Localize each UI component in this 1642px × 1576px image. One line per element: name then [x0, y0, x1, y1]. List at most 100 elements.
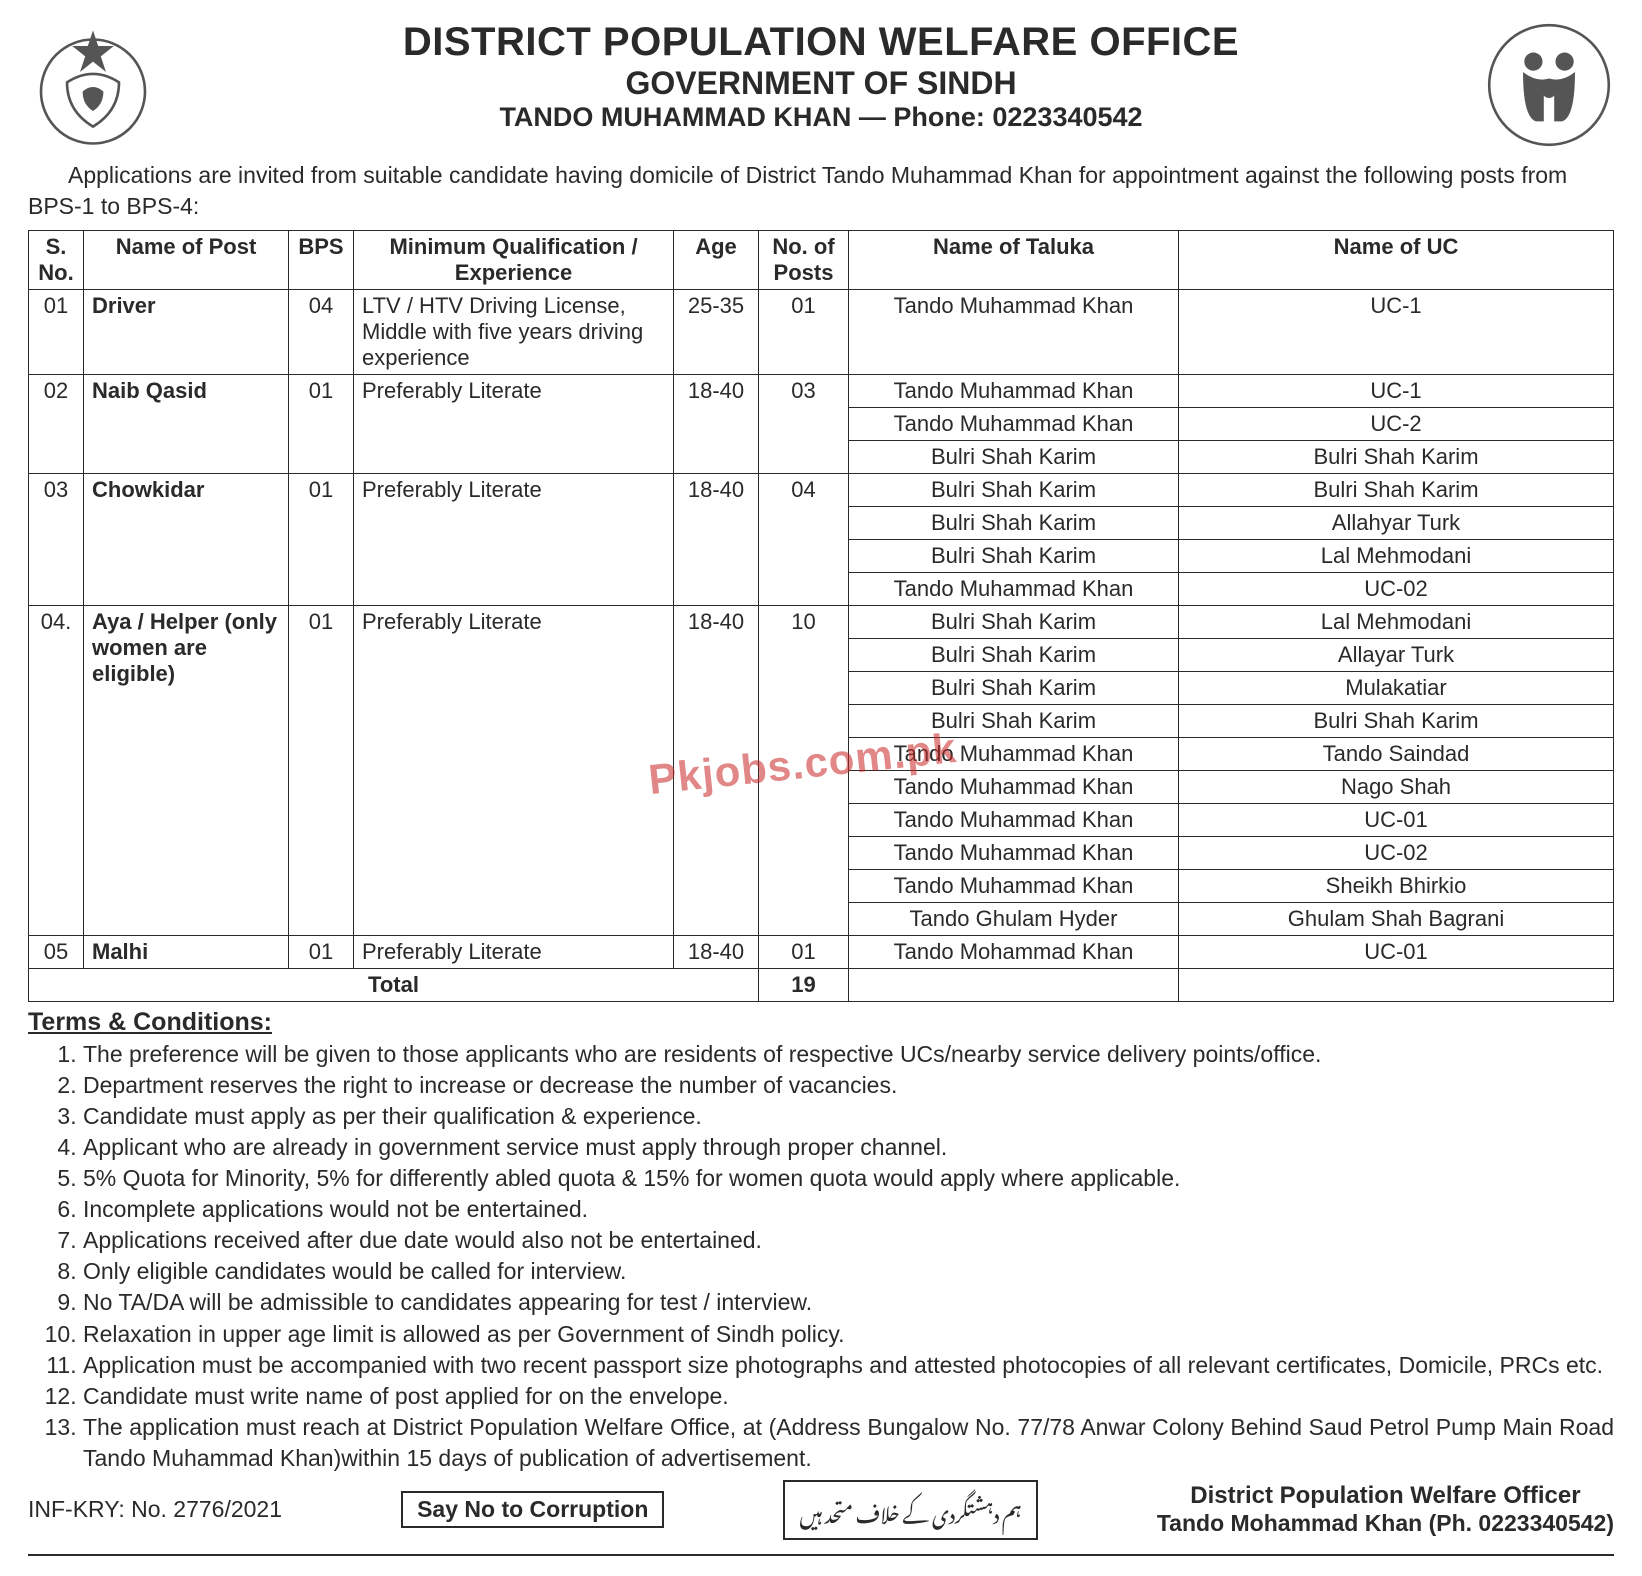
cell-age: 18-40 [674, 375, 759, 474]
cell-qual: Preferably Literate [354, 375, 674, 474]
cell-uc: Lal Mehmodani [1179, 606, 1614, 639]
cell-uc: Mulakatiar [1179, 672, 1614, 705]
signature-block: District Population Welfare Officer Tand… [1157, 1482, 1614, 1537]
cell-sno: 05 [29, 936, 84, 969]
cell-nop: 01 [759, 936, 849, 969]
cell-uc: UC-01 [1179, 936, 1614, 969]
cell-taluka: Tando Muhammad Khan [849, 837, 1179, 870]
intro-paragraph: Applications are invited from suitable c… [28, 160, 1614, 222]
cell-post: Driver [84, 290, 289, 375]
cell-post: Naib Qasid [84, 375, 289, 474]
cell-taluka: Bulri Shah Karim [849, 540, 1179, 573]
cell-post: Malhi [84, 936, 289, 969]
cell-age: 18-40 [674, 936, 759, 969]
terms-item: Applications received after due date wou… [83, 1225, 1614, 1256]
cell-age: 18-40 [674, 474, 759, 606]
posts-tbody: 01Driver04LTV / HTV Driving License, Mid… [29, 290, 1614, 1002]
terms-list: The preference will be given to those ap… [28, 1039, 1614, 1474]
cell-qual: LTV / HTV Driving License, Middle with f… [354, 290, 674, 375]
bottom-divider [28, 1554, 1614, 1556]
terms-item: Relaxation in upper age limit is allowed… [83, 1319, 1614, 1350]
cell-nop: 10 [759, 606, 849, 936]
cell-qual: Preferably Literate [354, 936, 674, 969]
terms-item: Candidate must write name of post applie… [83, 1381, 1614, 1412]
posts-table: S. No. Name of Post BPS Minimum Qualific… [28, 230, 1614, 1002]
title-sub: GOVERNMENT OF SINDH [168, 65, 1474, 102]
cell-uc: UC-2 [1179, 408, 1614, 441]
cell-age: 18-40 [674, 606, 759, 936]
total-value: 19 [759, 969, 849, 1002]
officer-sub: Tando Mohammad Khan (Ph. 0223340542) [1157, 1510, 1614, 1537]
cell-uc: Nago Shah [1179, 771, 1614, 804]
cell-taluka: Tando Ghulam Hyder [849, 903, 1179, 936]
cell-uc: Bulri Shah Karim [1179, 705, 1614, 738]
cell-taluka: Tando Mohammad Khan [849, 936, 1179, 969]
cell-uc: UC-02 [1179, 573, 1614, 606]
th-age: Age [674, 231, 759, 290]
footer-ref: INF-KRY: No. 2776/2021 [28, 1496, 282, 1523]
title-main: DISTRICT POPULATION WELFARE OFFICE [168, 20, 1474, 65]
cell-uc: Allayar Turk [1179, 639, 1614, 672]
cell-taluka: Tando Muhammad Khan [849, 804, 1179, 837]
table-row: 03Chowkidar01Preferably Literate18-4004B… [29, 474, 1614, 507]
govt-sindh-emblem-icon [28, 20, 158, 150]
cell-taluka: Tando Muhammad Khan [849, 573, 1179, 606]
terms-item: Application must be accompanied with two… [83, 1350, 1614, 1381]
table-row: 05Malhi01Preferably Literate18-4001Tando… [29, 936, 1614, 969]
terms-item: Only eligible candidates would be called… [83, 1256, 1614, 1287]
total-row: Total19 [29, 969, 1614, 1002]
cell-taluka: Bulri Shah Karim [849, 507, 1179, 540]
cell-nop: 04 [759, 474, 849, 606]
cell-post: Aya / Helper (only women are eligible) [84, 606, 289, 936]
cell-qual: Preferably Literate [354, 474, 674, 606]
terms-item: Incomplete applications would not be ent… [83, 1194, 1614, 1225]
th-sno: S. No. [29, 231, 84, 290]
terms-item: Department reserves the right to increas… [83, 1070, 1614, 1101]
cell-uc: Bulri Shah Karim [1179, 441, 1614, 474]
cell-sno: 01 [29, 290, 84, 375]
cell-uc: Sheikh Bhirkio [1179, 870, 1614, 903]
welfare-family-emblem-icon [1484, 20, 1614, 150]
terms-item: The application must reach at District P… [83, 1412, 1614, 1474]
officer-title: District Population Welfare Officer [1157, 1482, 1614, 1510]
cell-uc: Lal Mehmodani [1179, 540, 1614, 573]
cell-taluka: Bulri Shah Karim [849, 705, 1179, 738]
cell-qual: Preferably Literate [354, 606, 674, 936]
th-qual: Minimum Qualification / Experience [354, 231, 674, 290]
cell-bps: 01 [289, 474, 354, 606]
th-taluka: Name of Taluka [849, 231, 1179, 290]
cell-taluka: Tando Muhammad Khan [849, 738, 1179, 771]
cell-taluka: Tando Muhammad Khan [849, 771, 1179, 804]
table-header-row: S. No. Name of Post BPS Minimum Qualific… [29, 231, 1614, 290]
anti-corruption-box: Say No to Corruption [401, 1491, 664, 1528]
cell-age: 25-35 [674, 290, 759, 375]
th-post: Name of Post [84, 231, 289, 290]
header-titles: DISTRICT POPULATION WELFARE OFFICE GOVER… [158, 20, 1484, 133]
total-label: Total [29, 969, 759, 1002]
cell-bps: 01 [289, 606, 354, 936]
th-nop: No. of Posts [759, 231, 849, 290]
cell-sno: 02 [29, 375, 84, 474]
title-contact: TANDO MUHAMMAD KHAN — Phone: 0223340542 [168, 102, 1474, 133]
cell-uc: UC-01 [1179, 804, 1614, 837]
cell-uc: Tando Saindad [1179, 738, 1614, 771]
total-blank [1179, 969, 1614, 1002]
terms-heading: Terms & Conditions: [28, 1008, 1614, 1037]
footer: INF-KRY: No. 2776/2021 Say No to Corrupt… [28, 1480, 1614, 1540]
terms-item: Candidate must apply as per their qualif… [83, 1101, 1614, 1132]
cell-sno: 04. [29, 606, 84, 936]
header: DISTRICT POPULATION WELFARE OFFICE GOVER… [28, 20, 1614, 150]
cell-post: Chowkidar [84, 474, 289, 606]
cell-taluka: Tando Muhammad Khan [849, 290, 1179, 375]
th-uc: Name of UC [1179, 231, 1614, 290]
cell-taluka: Bulri Shah Karim [849, 441, 1179, 474]
job-advertisement: Pkjobs.com.pk DISTRICT POPULATION WELFAR… [28, 20, 1614, 1556]
cell-nop: 01 [759, 290, 849, 375]
cell-uc: Allahyar Turk [1179, 507, 1614, 540]
table-row: 02Naib Qasid01Preferably Literate18-4003… [29, 375, 1614, 408]
cell-uc: UC-02 [1179, 837, 1614, 870]
cell-nop: 03 [759, 375, 849, 474]
cell-taluka: Bulri Shah Karim [849, 606, 1179, 639]
cell-bps: 01 [289, 375, 354, 474]
cell-uc: UC-1 [1179, 375, 1614, 408]
